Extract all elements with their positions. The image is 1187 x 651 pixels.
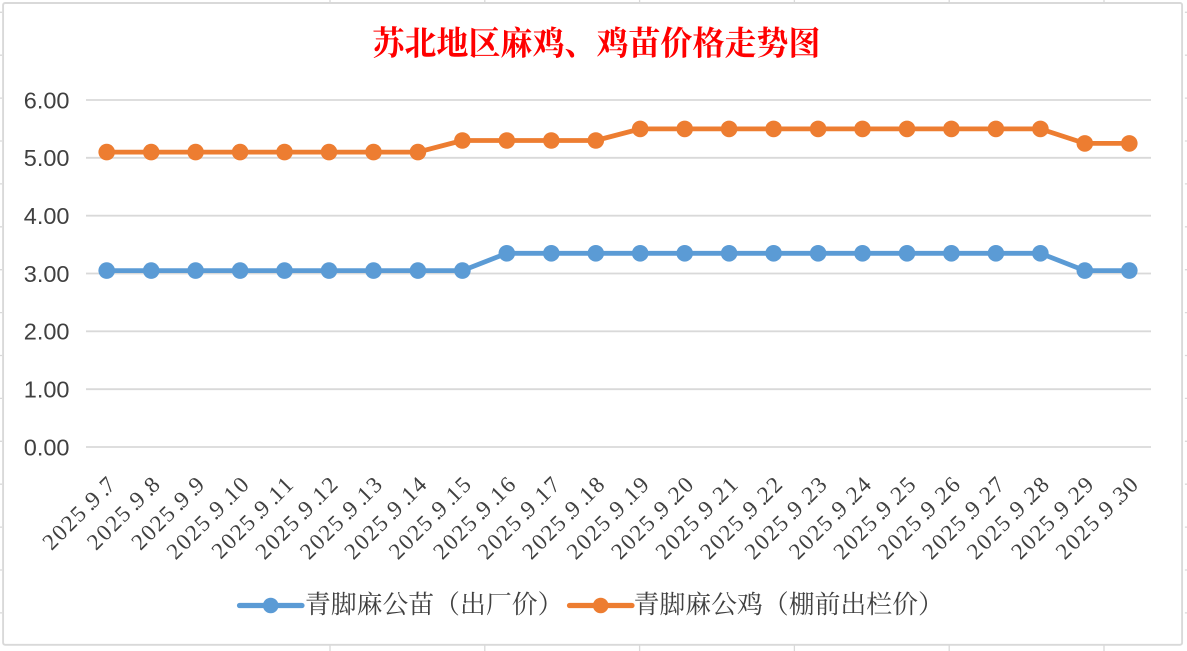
svg-text:1.00: 1.00 xyxy=(24,377,70,403)
svg-text:4.00: 4.00 xyxy=(24,203,70,229)
svg-text:5.00: 5.00 xyxy=(24,145,70,171)
svg-text:6.00: 6.00 xyxy=(24,87,70,113)
svg-text:2.00: 2.00 xyxy=(24,319,70,345)
svg-text:0.00: 0.00 xyxy=(24,434,70,460)
svg-text:3.00: 3.00 xyxy=(24,261,70,287)
